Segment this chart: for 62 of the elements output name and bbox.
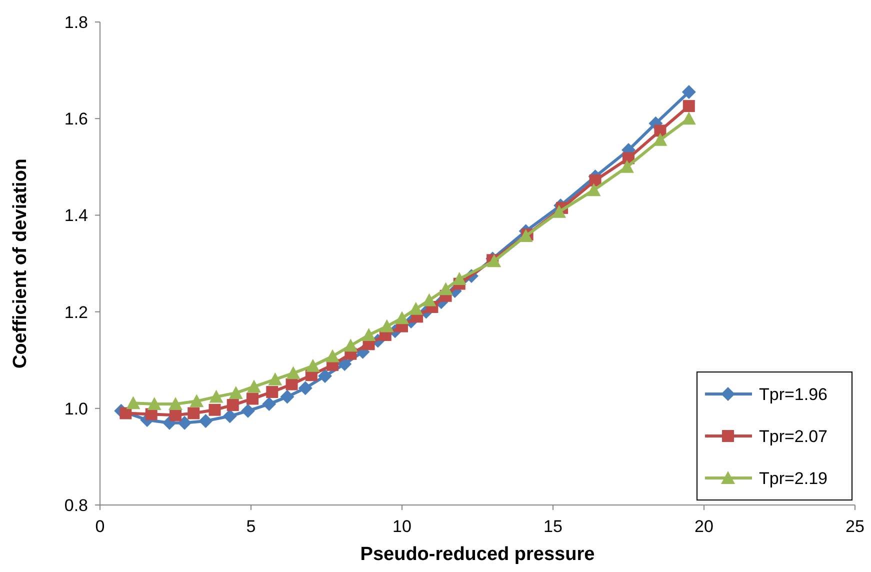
point [682,112,696,125]
point [395,311,409,324]
point [422,293,436,306]
y-tick-label: 1.6 [64,110,88,129]
point [586,183,601,196]
y-axis-title: Coefficient of deviation [10,158,31,369]
point [188,407,200,420]
point [246,392,259,405]
x-tick-label: 15 [544,517,562,536]
point [452,272,466,285]
x-tick-label: 20 [694,517,714,536]
point [208,404,221,416]
point [362,328,376,341]
point [126,396,140,410]
point [198,414,213,428]
point [552,204,566,218]
y-tick-label: 0.8 [64,496,88,515]
x-tick-label: 0 [95,517,105,536]
point [190,394,204,408]
x-tick-label: 5 [246,517,256,536]
point [682,100,695,112]
point [654,124,666,137]
point [653,132,668,146]
legend-label: Tpr=2.19 [759,468,828,488]
point [240,404,255,418]
point [344,338,358,352]
point [228,386,243,399]
x-axis-title: Pseudo-reduced pressure [360,544,595,565]
point [168,397,182,410]
point [262,397,276,412]
point [170,409,182,422]
point [266,386,278,398]
point [298,381,312,396]
point [268,372,282,386]
legend-label: Tpr=2.07 [759,426,828,446]
point [120,407,132,420]
y-tick-label: 1.0 [64,399,88,418]
point [222,409,237,424]
x-tick-label: 25 [846,517,864,536]
point [209,390,224,403]
point [326,349,340,362]
point [286,366,300,380]
point [487,254,502,268]
point [280,390,294,404]
point [286,378,298,390]
point [518,228,533,242]
legend-label: Tpr=1.96 [759,384,828,404]
point [620,160,634,173]
y-tick-label: 1.8 [64,12,88,32]
point [306,358,320,372]
point [318,369,332,384]
point [178,416,192,430]
point [408,302,423,315]
x-tick-label: 10 [392,517,412,536]
point [147,397,162,410]
point [226,399,239,412]
point [380,319,394,332]
y-tick-label: 1.4 [64,206,88,226]
point [682,85,696,100]
point [247,380,262,393]
point [438,282,453,296]
y-tick-label: 1.2 [64,302,88,322]
